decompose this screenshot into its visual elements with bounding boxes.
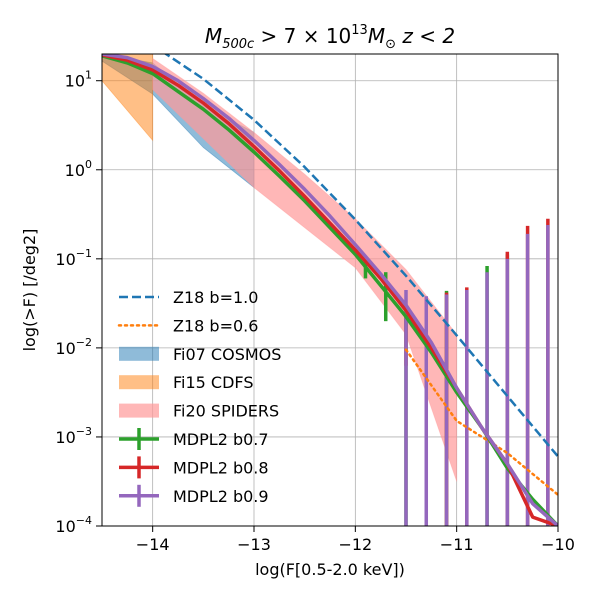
legend-label: MDPL2 b0.8 <box>173 458 269 477</box>
legend-label: Z18 b=1.0 <box>173 288 258 307</box>
title-unit-sub: ⊙ <box>385 37 396 52</box>
y-tick-label: 10−3 <box>55 425 92 447</box>
legend-label: MDPL2 b0.9 <box>173 487 269 506</box>
y-tick-exponent: −4 <box>76 514 92 527</box>
y-tick-base: 10 <box>65 161 85 180</box>
legend-handle-fi15 <box>119 375 159 390</box>
plot-frame <box>101 53 559 527</box>
legend-handle-fi07 <box>119 346 159 361</box>
legend-label: MDPL2 b0.7 <box>173 430 269 449</box>
y-tick-label: 101 <box>65 69 92 91</box>
legend-label: Fi20 SPIDERS <box>173 402 279 421</box>
y-tick-exponent: −2 <box>76 336 92 349</box>
series-line-z18_b10 <box>163 54 558 458</box>
series-line-mdpl_b09 <box>102 54 558 526</box>
legend-label: Z18 b=0.6 <box>173 316 258 335</box>
x-tick-label: −10 <box>541 535 575 554</box>
y-tick-exponent: −1 <box>76 247 92 260</box>
title-tail: z < 2 <box>396 24 455 48</box>
series-line-z18_b06 <box>404 348 558 497</box>
y-axis-label: log(>F) [/deg2] <box>20 229 39 352</box>
legend-handle-fi20 <box>119 403 159 418</box>
x-tick-label: −12 <box>338 535 372 554</box>
legend: Z18 b=1.0 Z18 b=0.6 Fi07 COSMOS Fi15 CDFS Fi… <box>117 288 281 507</box>
x-tick-label: −13 <box>237 535 271 554</box>
legend-label: Fi15 CDFS <box>173 373 254 392</box>
title-unit: M <box>368 24 385 48</box>
title-mid: > 7 × 10 <box>254 24 351 48</box>
y-tick-exponent: −3 <box>76 425 92 438</box>
x-tick-label: −11 <box>440 535 474 554</box>
y-tick-exponent: 1 <box>85 69 92 82</box>
y-tick-base: 10 <box>65 72 85 91</box>
y-tick-label: 10−1 <box>55 247 92 269</box>
band-fi20 <box>152 57 458 482</box>
y-tick-base: 10 <box>55 428 75 447</box>
series-lines <box>102 54 558 526</box>
chart-title: M500c > 7 × 1013M⊙ z < 2 <box>205 23 455 52</box>
x-axis-label: log(F[0.5-2.0 keV]) <box>255 560 405 579</box>
y-tick-label: 100 <box>65 158 92 180</box>
x-tick-label: −14 <box>136 535 170 554</box>
band-fi15 <box>102 54 154 142</box>
title-sub: 500c <box>222 37 254 52</box>
errorbars <box>363 218 550 526</box>
y-tick-exponent: 0 <box>85 158 92 171</box>
y-tick-base: 10 <box>55 517 75 536</box>
y-tick-label: 10−2 <box>55 336 92 358</box>
title-sup: 13 <box>351 23 368 38</box>
y-tick-base: 10 <box>55 339 75 358</box>
title-main: M <box>205 24 222 48</box>
y-tick-base: 10 <box>55 250 75 269</box>
legend-label: Fi07 COSMOS <box>173 345 281 364</box>
y-tick-label: 10−4 <box>55 514 92 536</box>
